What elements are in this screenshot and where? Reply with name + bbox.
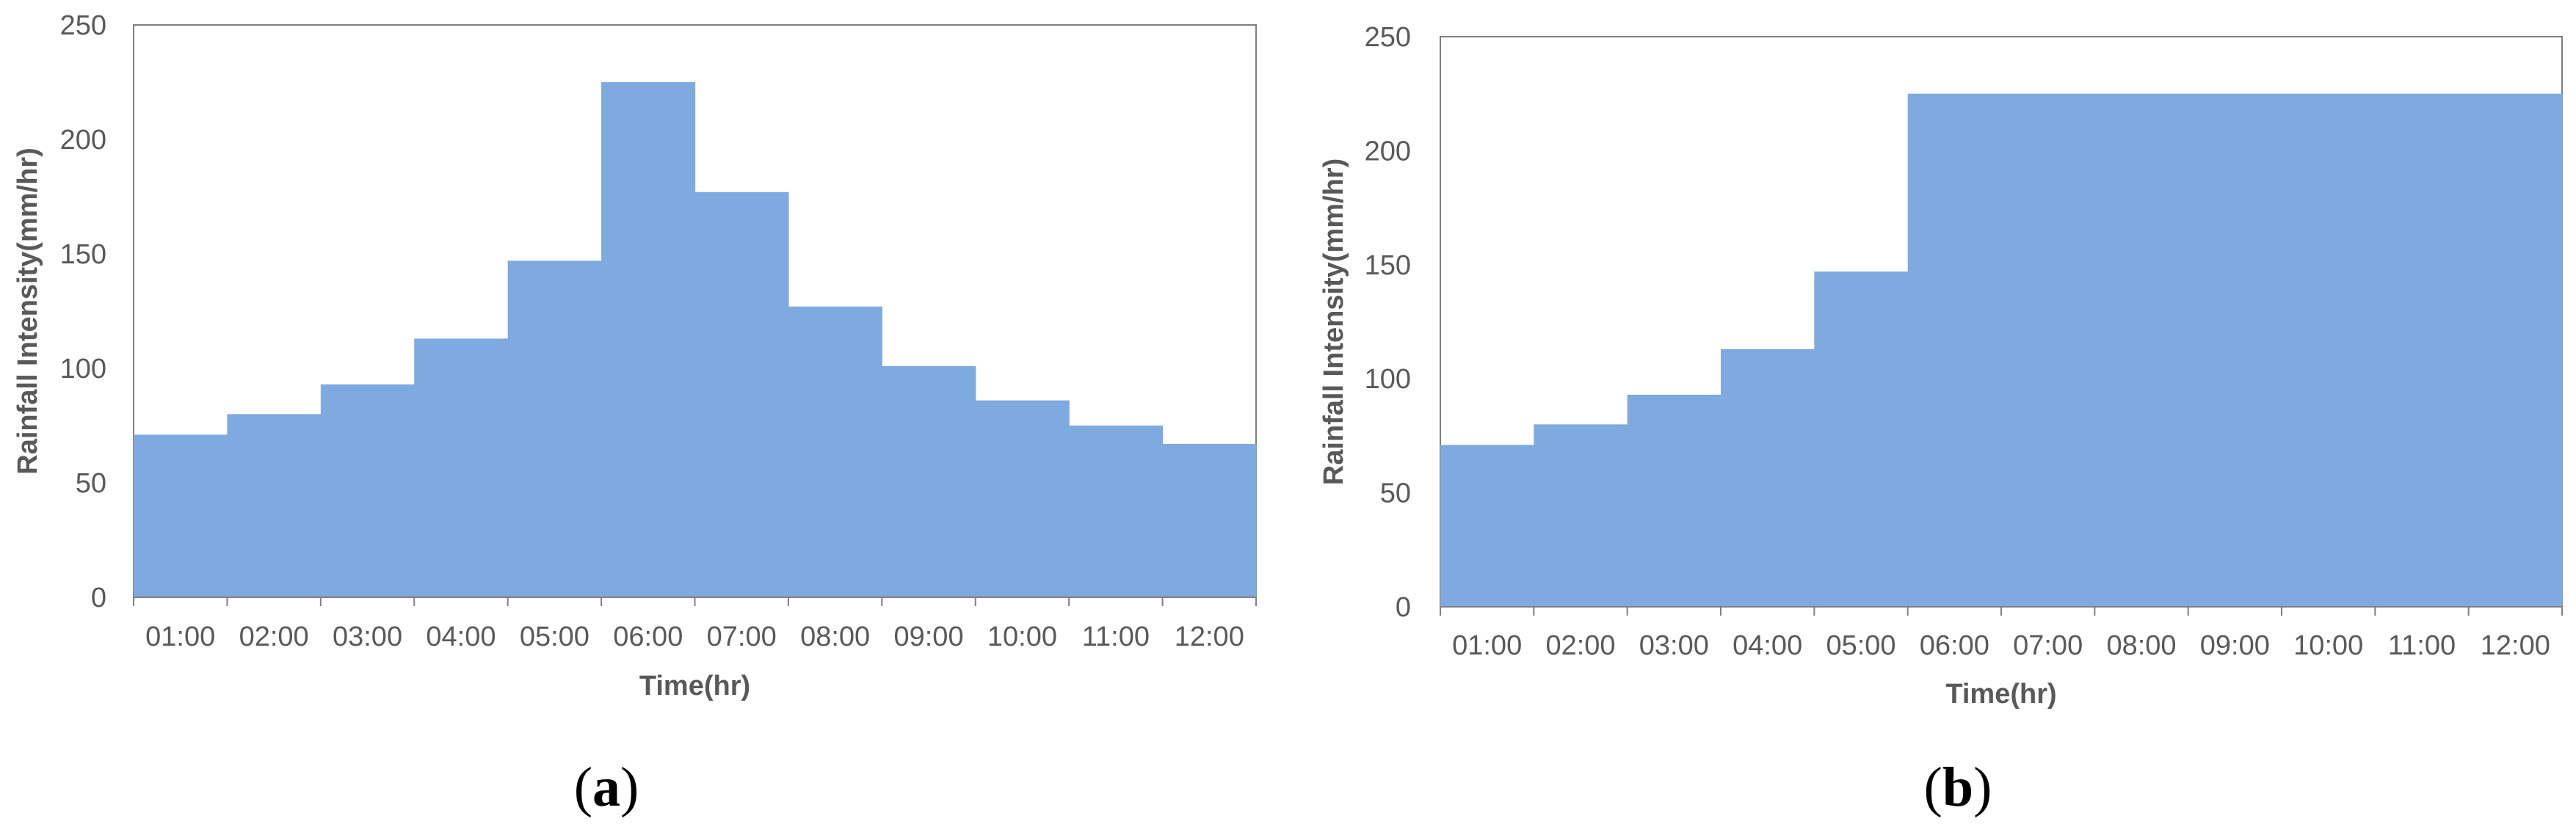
- panel-label-letter: a: [592, 756, 620, 818]
- y-axis-title: Rainfall Intensity(mm/hr): [12, 147, 43, 475]
- bar-0500: [507, 260, 602, 597]
- x-tick-label: 03:00: [333, 621, 402, 652]
- bar-1000: [975, 400, 1070, 597]
- bar-0700: [694, 192, 789, 597]
- y-tick-label: 150: [60, 239, 106, 270]
- x-axis-title: Time(hr): [1945, 679, 2056, 710]
- x-tick-label: 01:00: [1452, 630, 1522, 661]
- panel-label-close-paren: ): [1973, 756, 1992, 818]
- bar-0100: [134, 434, 228, 597]
- y-tick-label: 200: [60, 125, 106, 156]
- y-tick-label: 0: [91, 583, 106, 613]
- x-tick-label: 04:00: [426, 621, 496, 652]
- panel-label-open-paren: (: [1924, 756, 1942, 818]
- x-tick-label: 04:00: [1733, 630, 1802, 661]
- bar-1100: [1069, 426, 1164, 597]
- x-tick-label: 03:00: [1639, 630, 1709, 661]
- panel-label-open-paren: (: [574, 756, 592, 818]
- x-tick-label: 11:00: [1082, 621, 1150, 652]
- x-tick-label: 01:00: [145, 621, 215, 652]
- y-tick-label: 50: [76, 468, 106, 499]
- x-tick-label: 07:00: [2013, 630, 2083, 661]
- bar-0300: [320, 384, 415, 597]
- bar-0800: [2094, 93, 2189, 607]
- bar-0400: [1721, 349, 1815, 607]
- bar-1200: [2468, 93, 2563, 607]
- x-tick-label: 08:00: [800, 621, 870, 652]
- x-tick-label: 12:00: [2481, 630, 2550, 661]
- y-tick-label: 150: [1365, 250, 1411, 281]
- x-tick-label: 05:00: [520, 621, 589, 652]
- panel-label-b: (b): [1924, 756, 1992, 818]
- bar-0700: [2001, 93, 2095, 607]
- x-tick-label: 09:00: [2200, 630, 2270, 661]
- bar-0200: [1534, 424, 1628, 607]
- x-tick-label: 02:00: [1545, 630, 1615, 661]
- x-tick-label: 02:00: [239, 621, 309, 652]
- x-tick-label: 05:00: [1826, 630, 1895, 661]
- bar-0100: [1440, 445, 1534, 607]
- x-tick-label: 10:00: [987, 621, 1057, 652]
- bar-0400: [414, 338, 509, 597]
- bar-0200: [227, 414, 322, 597]
- y-tick-label: 100: [1365, 364, 1411, 395]
- x-tick-label: 06:00: [613, 621, 683, 652]
- bar-0900: [2188, 93, 2282, 607]
- y-tick-label: 100: [60, 354, 106, 384]
- chart-panel-a: 01:00 02:00 03:00 04:00 05:00 06:00 07:00 08:00…: [12, 10, 1257, 818]
- x-tick-label: 11:00: [2388, 630, 2456, 661]
- y-axis-title: Rainfall Intensity(mm/hr): [1318, 158, 1349, 486]
- panel-label-a: (a): [574, 756, 639, 818]
- x-tick-label: 07:00: [707, 621, 777, 652]
- bar-0600: [601, 82, 696, 597]
- bar-1200: [1162, 443, 1257, 597]
- bar-1000: [2282, 93, 2376, 607]
- x-tick-label: 10:00: [2293, 630, 2363, 661]
- panel-label-close-paren: ): [620, 756, 639, 818]
- y-tick-label: 250: [1365, 22, 1411, 53]
- x-tick-label: 12:00: [1175, 621, 1244, 652]
- x-tick-label: 06:00: [1920, 630, 1989, 661]
- chart-panel-b: 01:00 02:00 03:00 04:00 05:00 06:00 07:00 08:00…: [1318, 22, 2563, 818]
- x-axis-title: Time(hr): [639, 671, 750, 701]
- bar-0300: [1627, 394, 1721, 607]
- x-tick-label: 08:00: [2106, 630, 2176, 661]
- panel-label-letter: b: [1942, 756, 1973, 818]
- y-tick-label: 250: [60, 10, 106, 41]
- bar-0600: [1907, 93, 2002, 607]
- y-tick-label: 0: [1396, 592, 1411, 623]
- bar-1100: [2375, 93, 2470, 607]
- y-tick-label: 200: [1365, 136, 1411, 167]
- bar-0900: [882, 365, 976, 597]
- bar-0800: [788, 306, 882, 597]
- bar-0500: [1814, 271, 1909, 607]
- y-tick-label: 50: [1380, 478, 1411, 509]
- x-tick-label: 09:00: [893, 621, 963, 652]
